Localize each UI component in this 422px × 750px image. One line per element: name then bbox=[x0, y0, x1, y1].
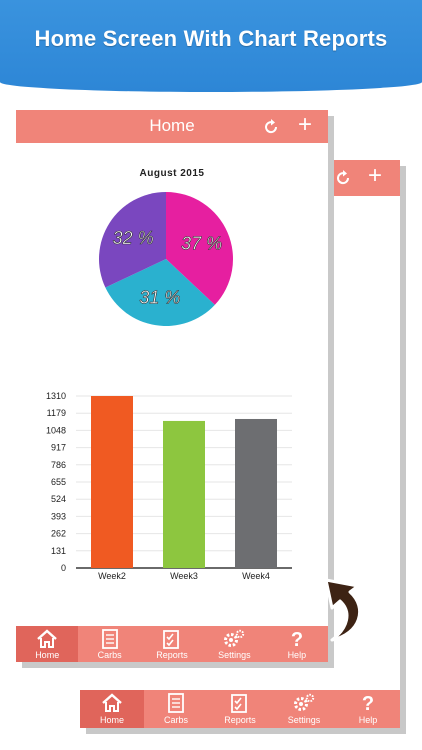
tab-label: Home bbox=[35, 650, 60, 660]
carbs-icon bbox=[101, 629, 118, 649]
bar bbox=[235, 418, 277, 568]
bar-chart: 0 131 262 393 524 655 786 917 1048 1179 1310 Week2 W… bbox=[46, 391, 292, 581]
y-tick-label: 786 bbox=[51, 460, 66, 470]
pie-slice-label: 32 % bbox=[113, 228, 154, 248]
x-tick-label: Week4 bbox=[242, 571, 270, 581]
y-tick-label: 524 bbox=[51, 494, 66, 504]
back-tab-label: Home bbox=[99, 715, 124, 725]
promo-banner: Home Screen With Chart Reports bbox=[0, 0, 422, 92]
carbs-icon bbox=[168, 693, 184, 713]
add-icon[interactable]: + bbox=[298, 111, 313, 138]
back-tab-home[interactable]: Home bbox=[80, 690, 144, 728]
x-tick-label: Week3 bbox=[170, 571, 198, 581]
pie-slice bbox=[98, 192, 166, 288]
back-tab-help[interactable]: ? Help bbox=[336, 690, 400, 728]
y-tick-label: 917 bbox=[51, 443, 66, 453]
pie-slice bbox=[166, 192, 233, 305]
bar bbox=[163, 420, 205, 568]
pie-slice-label: 31 % bbox=[139, 287, 180, 307]
y-tick-label: 1179 bbox=[47, 408, 66, 418]
tab-help[interactable]: ? Help bbox=[266, 626, 328, 662]
svg-text:?: ? bbox=[291, 629, 303, 649]
help-icon: ? bbox=[362, 693, 374, 713]
back-tab-label: Reports bbox=[224, 715, 256, 725]
navbar: Home + bbox=[16, 110, 328, 143]
y-tick-label: 262 bbox=[51, 529, 66, 539]
svg-text:?: ? bbox=[362, 693, 374, 713]
back-tab-bar: Home Carbs Reports S bbox=[80, 690, 400, 728]
back-tab-settings[interactable]: Settings bbox=[272, 690, 336, 728]
tab-bar: Home Carbs Reports S bbox=[16, 626, 328, 662]
settings-icon bbox=[224, 629, 245, 647]
tab-label: Help bbox=[287, 650, 307, 660]
bar bbox=[91, 396, 133, 568]
pie-slice-label: 37 % bbox=[181, 234, 222, 254]
page-title: Home bbox=[149, 116, 195, 135]
pie-slice bbox=[105, 259, 215, 326]
front-phone-screen: Home + August 2015 37 % 31 % 32 % 0 131 262 3… bbox=[16, 110, 328, 662]
curved-arrow-icon bbox=[324, 578, 362, 642]
tab-label: Settings bbox=[218, 650, 251, 660]
add-icon[interactable]: + bbox=[368, 162, 383, 189]
y-tick-label: 1048 bbox=[46, 425, 66, 435]
pie-chart-title: August 2015 bbox=[139, 168, 205, 179]
y-tick-label: 0 bbox=[61, 563, 66, 573]
tab-reports[interactable]: Reports bbox=[141, 626, 203, 662]
refresh-icon[interactable] bbox=[262, 118, 280, 136]
tab-carbs[interactable]: Carbs bbox=[78, 626, 140, 662]
tab-settings[interactable]: Settings bbox=[203, 626, 265, 662]
home-icon bbox=[37, 629, 58, 648]
y-tick-label: 1310 bbox=[46, 391, 66, 401]
tab-label: Reports bbox=[156, 650, 188, 660]
back-tab-label: Settings bbox=[287, 715, 321, 725]
pie-chart: 37 % 31 % 32 % bbox=[98, 192, 233, 326]
x-tick-label: Week2 bbox=[98, 571, 126, 581]
back-tab-label: Help bbox=[358, 715, 378, 725]
y-tick-label: 131 bbox=[51, 546, 66, 556]
tab-home[interactable]: Home bbox=[16, 626, 79, 662]
refresh-icon[interactable] bbox=[334, 169, 352, 187]
y-tick-label: 655 bbox=[51, 477, 66, 487]
back-tab-reports[interactable]: Reports bbox=[208, 690, 272, 728]
reports-icon bbox=[163, 630, 179, 649]
settings-icon bbox=[294, 693, 315, 711]
back-tab-label: Carbs bbox=[163, 715, 188, 725]
reports-icon bbox=[231, 694, 247, 713]
tab-label: Carbs bbox=[97, 650, 122, 660]
help-icon: ? bbox=[291, 629, 303, 649]
home-icon bbox=[102, 693, 122, 712]
y-tick-label: 393 bbox=[51, 511, 66, 521]
back-tab-carbs[interactable]: Carbs bbox=[144, 690, 208, 728]
banner-title: Home Screen With Chart Reports bbox=[34, 26, 388, 51]
